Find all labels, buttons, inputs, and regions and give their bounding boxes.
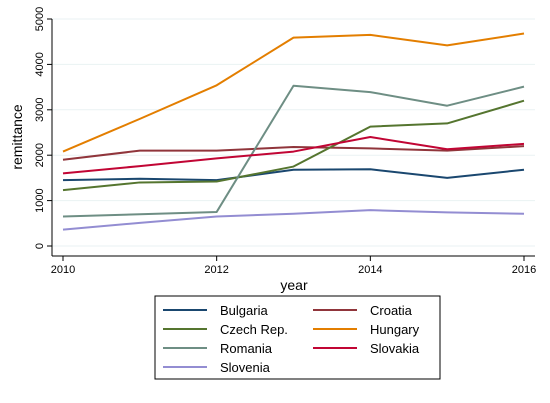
legend-item-czech-rep: Czech Rep. xyxy=(163,322,288,337)
legend-label: Romania xyxy=(220,341,273,356)
x-tick-label: 2012 xyxy=(204,264,228,276)
legend-label: Czech Rep. xyxy=(220,322,288,337)
legend-item-hungary: Hungary xyxy=(313,322,420,337)
gridlines xyxy=(52,18,535,247)
series-lines xyxy=(62,32,525,231)
series-line-bulgaria xyxy=(62,168,525,182)
axes xyxy=(51,19,535,257)
legend-label: Slovenia xyxy=(220,360,271,375)
y-tick-label: 1000 xyxy=(34,188,46,212)
legend-item-croatia: Croatia xyxy=(313,303,413,318)
y-axis-title: remittance xyxy=(9,104,25,170)
x-tick-label: 2014 xyxy=(358,264,382,276)
legend-item-romania: Romania xyxy=(163,341,273,356)
legend-label: Slovakia xyxy=(370,341,420,356)
series-line-hungary xyxy=(62,32,525,153)
y-tick-label: 3000 xyxy=(34,98,46,122)
series-line-croatia xyxy=(62,145,525,161)
y-tick-label: 2000 xyxy=(34,143,46,167)
x-tick-label: 2010 xyxy=(51,264,75,276)
series-line-romania xyxy=(62,84,525,218)
legend-label: Croatia xyxy=(370,303,413,318)
y-tick-label: 4000 xyxy=(34,52,46,76)
series-line-slovakia xyxy=(62,136,525,175)
legend-label: Hungary xyxy=(370,322,420,337)
y-tick-label: 5000 xyxy=(34,7,46,31)
x-tick-label: 2016 xyxy=(512,264,536,276)
y-tick-label: 0 xyxy=(34,243,46,249)
legend-label: Bulgaria xyxy=(220,303,268,318)
series-line-czech-rep xyxy=(62,99,525,192)
legend-item-slovakia: Slovakia xyxy=(313,341,420,356)
tick-labels: 0 1000 2000 3000 4000 5000 2010 2012 2014 2016 xyxy=(34,7,536,276)
legend-item-slovenia: Slovenia xyxy=(163,360,271,375)
legend: Bulgaria Croatia Czech Rep. Hungary Romania S… xyxy=(154,295,441,380)
legend-item-bulgaria: Bulgaria xyxy=(163,303,268,318)
x-axis-title: year xyxy=(280,277,308,293)
series-line-slovenia xyxy=(62,209,525,231)
